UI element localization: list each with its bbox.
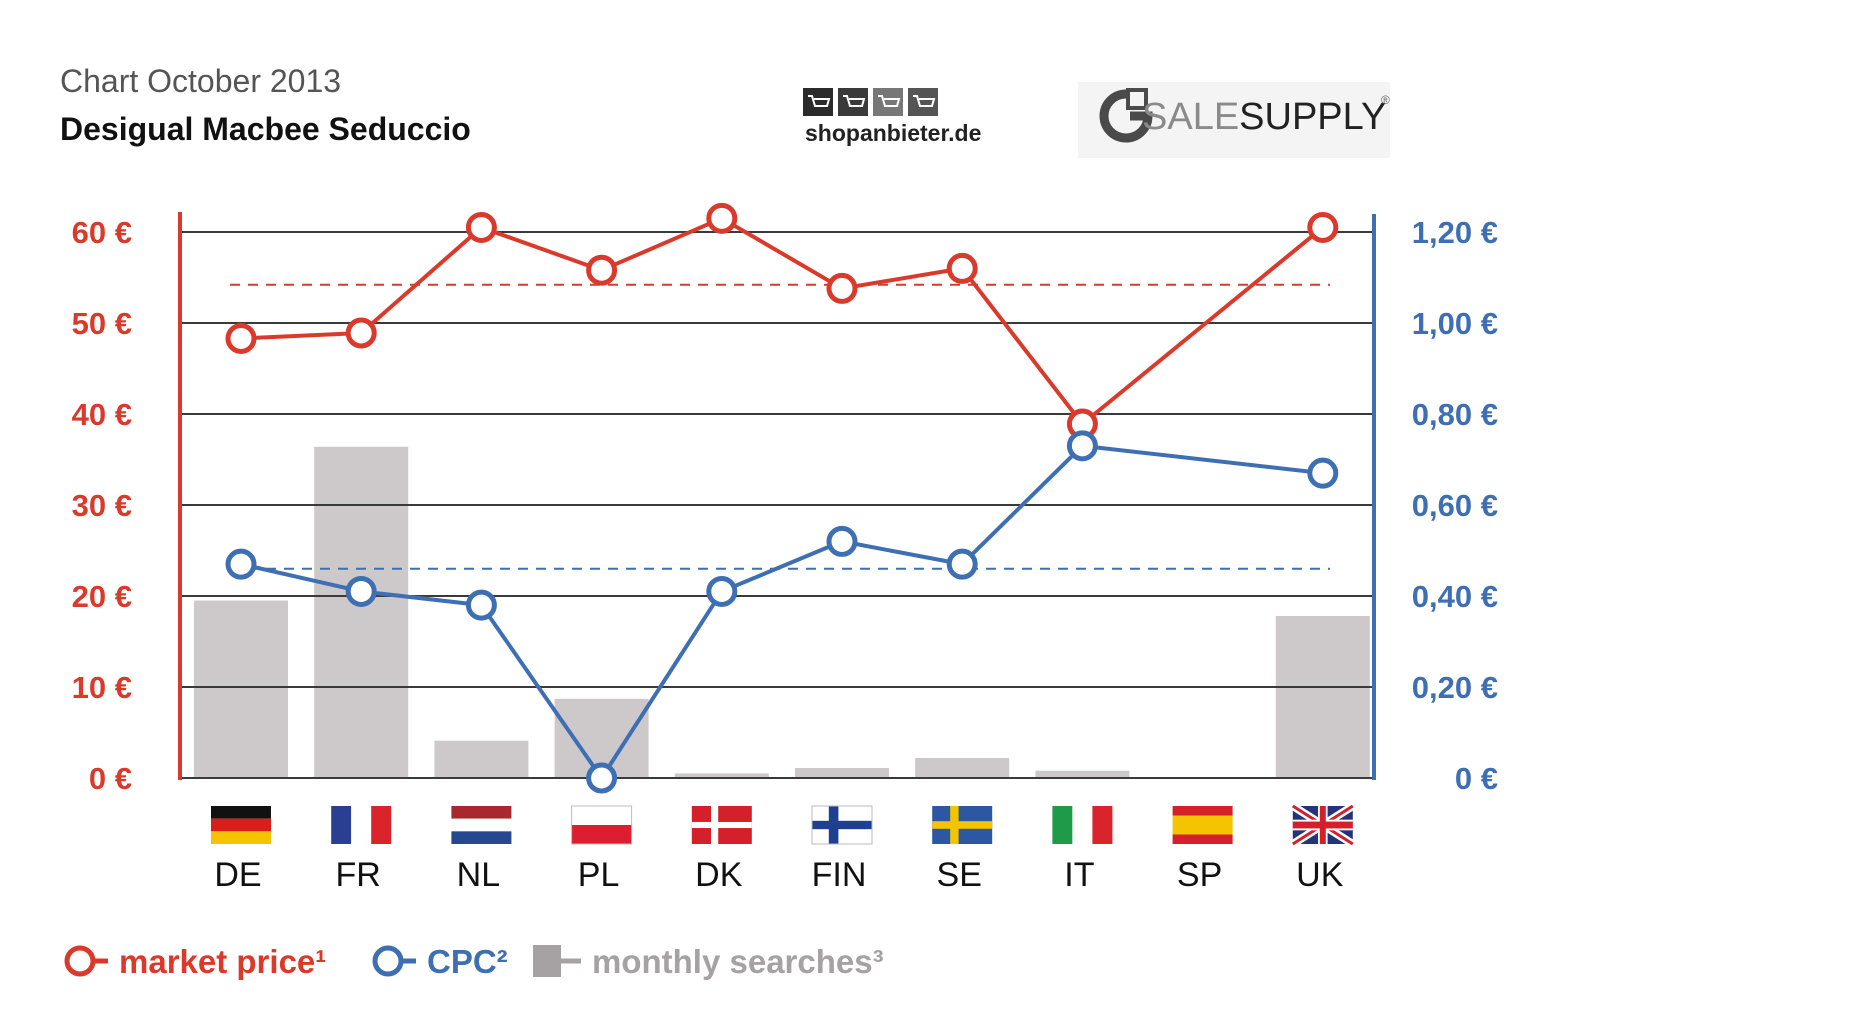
- price-point-pl: [586, 254, 618, 286]
- flag-fi-icon: [811, 805, 873, 845]
- price-point-dk: [706, 202, 738, 234]
- cpc-point-fin: [826, 525, 858, 557]
- country-label-dk: DK: [695, 856, 743, 894]
- shopanbieter-logo: shopanbieter.de: [803, 88, 981, 146]
- right-tick-label: 1,00 €: [1412, 306, 1498, 341]
- price-line: [240, 216, 1325, 427]
- cpc-point-dk: [706, 575, 738, 607]
- legend-searches-label: monthly searches³: [592, 943, 884, 980]
- flag-se-icon: [932, 806, 993, 844]
- left-tick-label: 60 €: [72, 215, 132, 250]
- flag-es-icon: [1172, 806, 1233, 844]
- left-tick-label: 30 €: [72, 488, 132, 523]
- legend-cpc-label: CPC²: [427, 943, 508, 980]
- legend-cpc-marker: [372, 945, 404, 977]
- searches-bar-fr: [314, 446, 409, 778]
- country-label-fr: FR: [336, 856, 381, 894]
- right-tick-label: 0 €: [1455, 761, 1498, 796]
- cpc-point-pl: [586, 762, 618, 794]
- legend-price-marker: [64, 945, 96, 977]
- salesupply-registered: ®: [1381, 93, 1390, 107]
- cpc-point-it: [1066, 430, 1098, 462]
- left-tick-label: 40 €: [72, 397, 132, 432]
- country-label-sp: SP: [1177, 856, 1222, 894]
- searches-bar-de: [194, 600, 288, 778]
- cpc-point-nl: [465, 589, 497, 621]
- country-label-pl: PL: [578, 856, 620, 894]
- searches-bar-se: [915, 757, 1010, 778]
- left-tick-label: 50 €: [72, 306, 132, 341]
- cpc-point-se: [946, 548, 978, 580]
- right-tick-label: 0,20 €: [1412, 670, 1498, 705]
- chart-title: Desigual Macbee Seduccio: [60, 111, 471, 147]
- searches-bar-it: [1035, 770, 1130, 778]
- flag-uk-icon: [1290, 802, 1355, 848]
- searches-bar-uk: [1275, 616, 1370, 778]
- salesupply-mark-icon: [1099, 88, 1153, 143]
- country-label-it: IT: [1064, 856, 1094, 894]
- legend-price-label: market price¹: [119, 943, 326, 980]
- flag-fr-icon: [331, 806, 392, 844]
- shopping-cart-icon: [803, 88, 938, 116]
- shopanbieter-text: shopanbieter.de: [805, 120, 981, 146]
- salesupply-logo: SALESUPPLY ®: [1078, 82, 1390, 158]
- cpc-point-uk: [1307, 457, 1339, 489]
- flag-nl-icon: [451, 806, 512, 844]
- flag-pl-icon: [571, 805, 633, 845]
- salesupply-suffix: SUPPLY: [1239, 96, 1386, 138]
- cpc-point-de: [225, 548, 257, 580]
- country-label-nl: NL: [457, 856, 500, 894]
- flag-dk-icon: [691, 806, 752, 844]
- searches-bar-nl: [434, 740, 529, 778]
- searches-bar-dk: [674, 773, 769, 778]
- left-tick-label: 20 €: [72, 579, 132, 614]
- salesupply-text: SALESUPPLY: [1142, 96, 1386, 138]
- right-tick-label: 0,80 €: [1412, 397, 1498, 432]
- price-point-se: [946, 252, 978, 284]
- price-point-uk: [1307, 211, 1339, 243]
- country-label-fin: FIN: [812, 856, 867, 894]
- right-tick-label: 1,20 €: [1412, 215, 1498, 250]
- left-tick-label: 10 €: [72, 670, 132, 705]
- flag-it-icon: [1052, 806, 1113, 844]
- price-point-fin: [826, 272, 858, 304]
- country-label-uk: UK: [1296, 856, 1344, 894]
- right-tick-label: 0,40 €: [1412, 579, 1498, 614]
- chart-subtitle: Chart October 2013: [60, 63, 341, 99]
- country-label-se: SE: [937, 856, 982, 894]
- legend-searches-marker: [533, 945, 561, 977]
- left-tick-label: 0 €: [89, 761, 132, 796]
- plot-area: 0 € 10 € 20 € 30 € 40 € 50 € 60 € 0 € 0,20 € 0,40…: [72, 202, 1498, 894]
- price-point-fr: [345, 317, 377, 349]
- right-tick-label: 0,60 €: [1412, 488, 1498, 523]
- country-label-de: DE: [214, 856, 261, 894]
- searches-bar-fin: [795, 767, 889, 778]
- legend: market price¹ CPC² monthly searches³: [64, 943, 884, 980]
- salesupply-prefix: SALE: [1142, 96, 1239, 138]
- price-point-nl: [465, 211, 497, 243]
- cpc-point-fr: [345, 575, 377, 607]
- flag-de-icon: [211, 806, 271, 844]
- price-point-de: [225, 322, 257, 354]
